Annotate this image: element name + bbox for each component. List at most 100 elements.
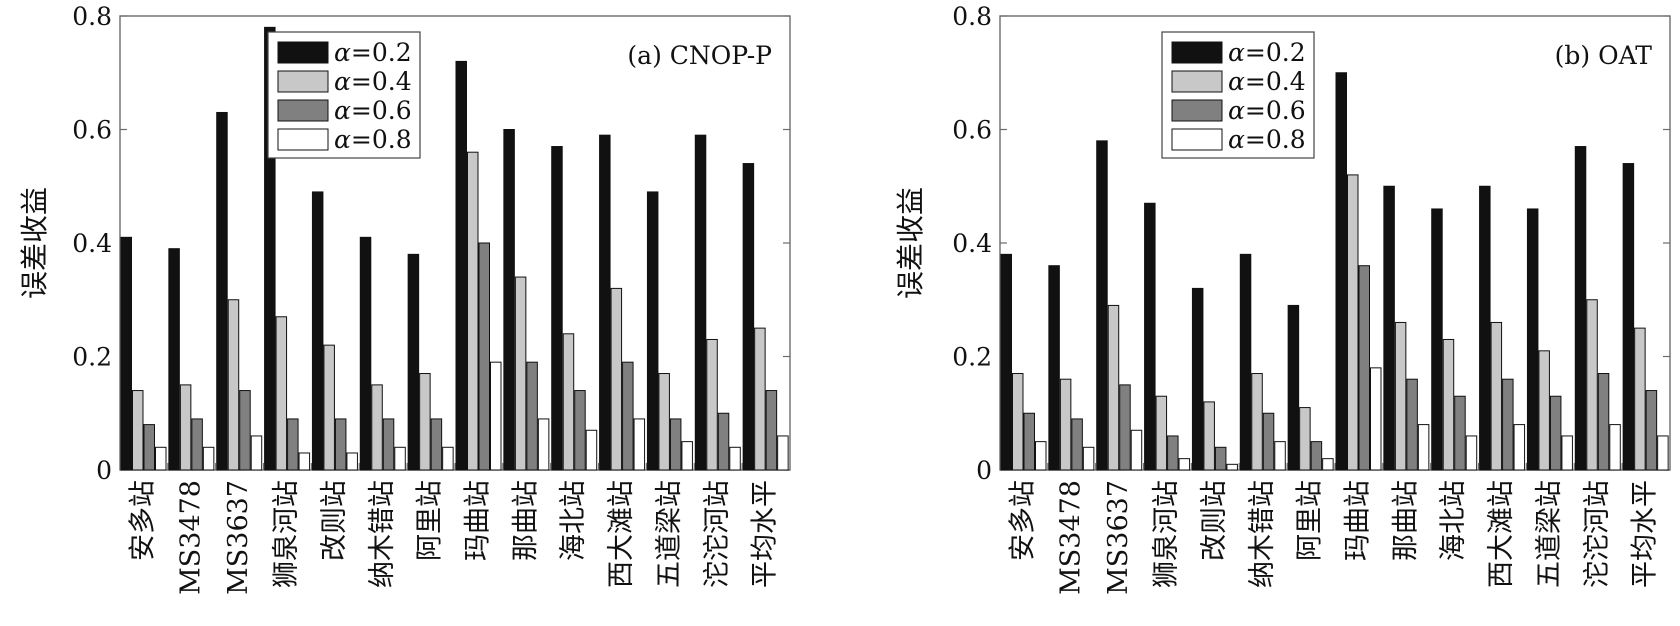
bar-安多站-s2 <box>1023 412 1035 471</box>
bar-纳木错站-s0 <box>359 236 372 471</box>
bar-玛曲站-s2 <box>1358 265 1370 471</box>
x-category-label: 安多站 <box>128 480 159 561</box>
x-category-label: 五道梁站 <box>654 480 685 588</box>
x-category-label: 平均水平 <box>750 480 781 588</box>
legend: α=0.2α=0.4α=0.6α=0.8 <box>267 31 421 159</box>
legend-alpha-symbol: α <box>1228 96 1245 125</box>
x-category-label: 平均水平 <box>1630 480 1661 588</box>
x-category-label: 纳木错站 <box>367 480 398 588</box>
x-category-label: 改则站 <box>319 480 350 561</box>
bar-MS3478-s0 <box>1048 265 1060 471</box>
bar-改则站-s1 <box>1203 401 1215 471</box>
legend-alpha-value: =0.4 <box>1245 67 1306 96</box>
bar-MS3478-s1 <box>179 384 192 471</box>
x-category-label: 纳木错站 <box>1247 480 1278 588</box>
legend-label: α=0.2 <box>334 38 412 67</box>
x-category-label: 那曲站 <box>1390 480 1421 561</box>
bar-平均水平-s0 <box>742 163 755 471</box>
bar-狮泉河站-s3 <box>298 452 311 471</box>
legend-swatch <box>1171 128 1223 151</box>
bar-改则站-s0 <box>1191 287 1204 471</box>
bar-MS3637-s3 <box>250 435 263 471</box>
bar-纳木错站-s2 <box>382 418 395 471</box>
legend-label: α=0.4 <box>334 67 412 96</box>
panel-title: (b) OAT <box>1555 41 1653 70</box>
chart-panel-a: 0 0.2 0.4 0.6 0.8 误差收益安多站 MS3478 MS3637 狮泉河站 改则站纳… <box>18 2 791 595</box>
legend-alpha-symbol: α <box>1228 125 1245 154</box>
legend-alpha-symbol: α <box>1228 67 1245 96</box>
bar-MS3478-s1 <box>1059 378 1072 471</box>
bar-MS3637-s2 <box>1119 384 1131 471</box>
bar-海北站-s3 <box>585 429 598 471</box>
bar-海北站-s0 <box>551 146 563 471</box>
bar-MS3478-s0 <box>168 248 180 471</box>
bar-狮泉河站-s1 <box>275 316 288 471</box>
legend-swatch <box>1171 99 1223 122</box>
bar-那曲站-s2 <box>1406 378 1418 471</box>
bar-五道梁站-s2 <box>1549 395 1562 471</box>
bar-西大滩站-s3 <box>633 418 646 471</box>
bar-阿里站-s2 <box>1310 441 1323 471</box>
bar-沱沱河站-s0 <box>694 134 707 471</box>
legend-swatch <box>1171 41 1223 64</box>
bar-那曲站-s1 <box>514 276 527 471</box>
x-category-label: 海北站 <box>558 480 589 561</box>
bar-安多站-s3 <box>155 446 167 471</box>
bar-MS3478-s3 <box>1082 446 1095 471</box>
bar-海北站-s1 <box>562 333 575 471</box>
bar-沱沱河站-s1 <box>706 338 718 471</box>
legend-alpha-symbol: α <box>1228 38 1245 67</box>
bar-平均水平-s1 <box>754 327 766 471</box>
y-tick-label: 0.6 <box>72 116 112 145</box>
bar-狮泉河站-s2 <box>287 418 299 471</box>
bar-平均水平-s0 <box>1622 163 1635 471</box>
bar-那曲站-s3 <box>537 418 550 471</box>
x-category-label: 五道梁站 <box>1534 480 1565 588</box>
legend: α=0.2α=0.4α=0.6α=0.8 <box>1161 31 1315 159</box>
legend-alpha-value: =0.8 <box>1245 125 1306 154</box>
bar-平均水平-s2 <box>1645 390 1658 471</box>
bar-纳木错站-s1 <box>371 384 383 471</box>
legend-label: α=0.4 <box>1228 67 1306 96</box>
bar-玛曲站-s3 <box>490 361 502 471</box>
bar-平均水平-s3 <box>1657 435 1669 471</box>
bar-MS3637-s0 <box>216 111 228 471</box>
bar-那曲站-s3 <box>1417 424 1430 471</box>
bar-沱沱河站-s2 <box>717 412 730 471</box>
bar-纳木错站-s2 <box>1262 412 1275 471</box>
bar-阿里站-s3 <box>442 446 454 471</box>
bar-安多站-s0 <box>1000 253 1012 471</box>
bar-MS3478-s3 <box>202 446 215 471</box>
x-category-label: 沱沱河站 <box>1582 480 1613 588</box>
bar-MS3637-s1 <box>227 299 240 471</box>
legend-swatch <box>277 128 329 151</box>
bar-五道梁站-s0 <box>646 191 659 471</box>
y-tick-label: 0.4 <box>952 229 992 258</box>
bar-阿里站-s1 <box>1299 407 1311 471</box>
legend-swatch <box>277 70 329 93</box>
bar-海北站-s1 <box>1442 338 1455 471</box>
x-category-label: MS3637 <box>1103 480 1134 595</box>
bar-沱沱河站-s1 <box>1586 299 1598 471</box>
bar-阿里站-s3 <box>1322 458 1334 471</box>
bar-MS3637-s0 <box>1096 140 1108 471</box>
y-tick-label: 0 <box>96 456 112 485</box>
bar-海北站-s3 <box>1465 435 1478 471</box>
bar-纳木错站-s3 <box>1274 441 1286 471</box>
legend-alpha-symbol: α <box>334 38 351 67</box>
y-axis-label: 误差收益 <box>894 187 927 299</box>
bar-狮泉河站-s0 <box>1144 202 1156 471</box>
x-category-label: 安多站 <box>1008 480 1039 561</box>
bar-改则站-s2 <box>334 418 347 471</box>
bar-阿里站-s1 <box>419 373 431 471</box>
legend-alpha-value: =0.2 <box>351 38 412 67</box>
bar-纳木错站-s0 <box>1239 253 1252 471</box>
legend-label: α=0.6 <box>334 96 412 125</box>
y-tick-label: 0.2 <box>952 343 992 372</box>
bar-西大滩站-s3 <box>1513 424 1526 471</box>
y-tick-label: 0 <box>976 456 992 485</box>
bar-玛曲站-s0 <box>455 60 467 471</box>
bar-平均水平-s1 <box>1634 327 1646 471</box>
bar-西大滩站-s1 <box>1490 321 1503 471</box>
x-category-label: 西大滩站 <box>1486 480 1517 588</box>
